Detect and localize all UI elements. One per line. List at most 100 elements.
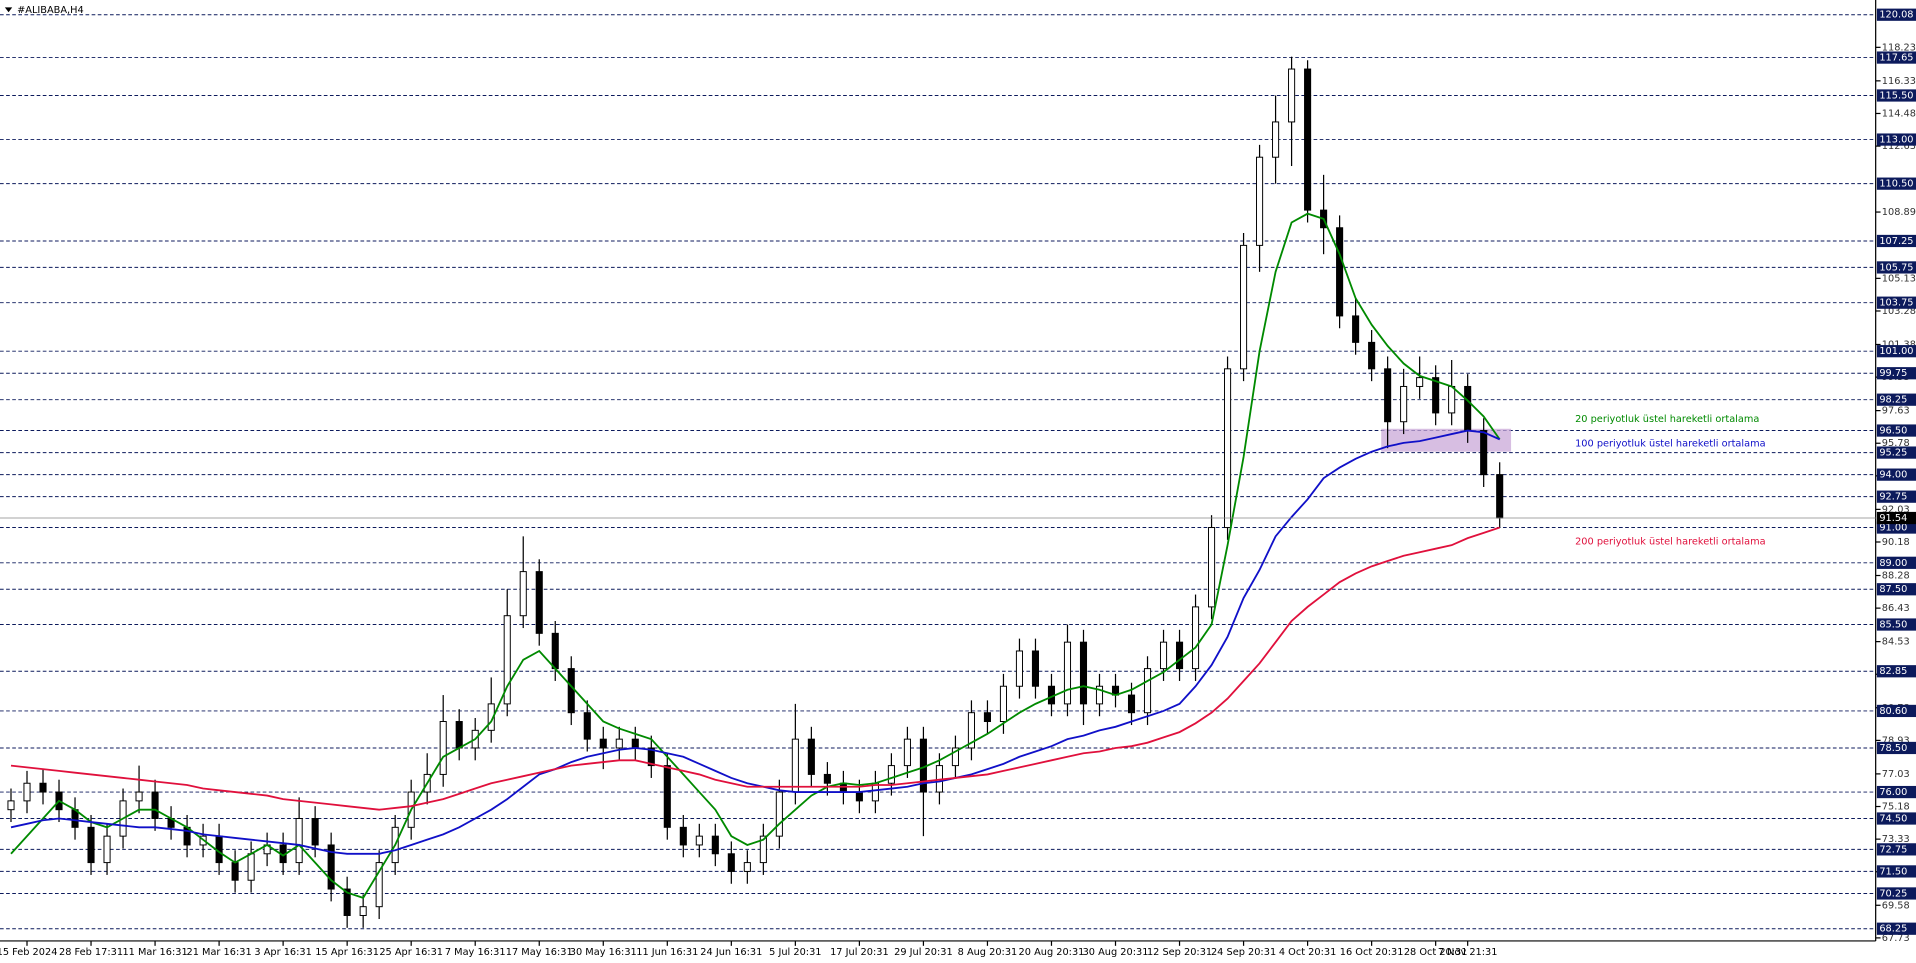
level-label-box xyxy=(1876,133,1916,146)
candle-body xyxy=(727,853,735,872)
level-label: 101.00 xyxy=(1879,346,1913,357)
y-tick-label: 69.58 xyxy=(1882,900,1910,911)
level-label-box xyxy=(1876,177,1916,190)
x-tick-label: 24 Jun 16:31 xyxy=(700,947,762,958)
level-label-box xyxy=(1876,665,1916,678)
candle-body xyxy=(439,721,447,775)
candle-body xyxy=(1256,156,1264,246)
candle-body xyxy=(583,712,591,740)
level-label-box xyxy=(1876,446,1916,459)
candle-body xyxy=(1448,385,1456,414)
level-label: 110.50 xyxy=(1879,179,1913,190)
current-price-box xyxy=(1876,511,1916,525)
candle-body xyxy=(1175,641,1184,670)
level-label: 91.00 xyxy=(1879,523,1907,534)
candle-body xyxy=(775,791,783,837)
x-tick-label: 30 Aug 20:31 xyxy=(1083,947,1149,958)
candle-body xyxy=(1480,430,1488,476)
x-tick-label: 17 Jul 20:31 xyxy=(830,947,889,958)
y-tick-label: 67.73 xyxy=(1882,933,1910,944)
candle-body xyxy=(1240,244,1248,370)
ema-annotation: 100 periyotluk üstel hareketli ortalama xyxy=(1575,439,1766,450)
candle-body xyxy=(631,738,639,749)
level-label: 107.25 xyxy=(1879,236,1913,247)
level-label: 82.85 xyxy=(1879,666,1907,677)
level-label: 115.50 xyxy=(1879,90,1913,101)
candle-body xyxy=(551,632,559,670)
y-tick-label: 114.48 xyxy=(1882,108,1916,119)
level-label: 99.75 xyxy=(1879,368,1907,379)
candle-body xyxy=(1352,315,1360,343)
level-label-box xyxy=(1876,812,1916,825)
level-label: 71.50 xyxy=(1879,866,1907,877)
candle-body xyxy=(647,747,655,767)
level-label-box xyxy=(1876,8,1916,21)
level-label-box xyxy=(1876,785,1916,799)
x-tick-label: 11 Mar 16:31 xyxy=(122,947,187,958)
candle-body xyxy=(1143,668,1152,714)
candle-body xyxy=(711,835,719,855)
x-tick-label: 11 Jun 16:31 xyxy=(636,947,698,958)
level-label: 87.50 xyxy=(1879,584,1907,595)
x-tick-label: 4 Oct 20:31 xyxy=(1279,947,1336,958)
x-tick-label: 29 Jul 20:31 xyxy=(894,947,953,958)
level-label-box xyxy=(1876,583,1916,596)
level-label-box xyxy=(1876,51,1916,64)
x-tick-label: 16 Oct 20:31 xyxy=(1340,947,1404,958)
candle-body xyxy=(87,826,95,864)
y-tick-label: 112.63 xyxy=(1882,141,1916,152)
level-label: 105.75 xyxy=(1879,262,1913,273)
candle-body xyxy=(503,615,511,705)
candle-body xyxy=(1079,641,1088,705)
level-label-box xyxy=(1876,741,1916,755)
level-label-box xyxy=(1876,922,1916,935)
candle-body xyxy=(1224,368,1232,529)
candle-body xyxy=(823,773,831,784)
candle-body xyxy=(599,738,607,749)
candle-body xyxy=(887,765,895,784)
x-tick-label: 20 Aug 20:31 xyxy=(1019,947,1085,958)
candle-body xyxy=(535,571,543,634)
x-tick-label: 7 May 16:31 xyxy=(445,947,506,958)
y-tick-label: 77.03 xyxy=(1882,769,1910,780)
x-tick-label: 15 Feb 2024 xyxy=(0,947,57,958)
y-tick-label: 86.43 xyxy=(1882,603,1910,614)
candle-body xyxy=(743,862,751,872)
candle-body xyxy=(327,844,335,890)
level-label-box xyxy=(1876,618,1916,631)
level-label-box xyxy=(1876,393,1916,406)
y-tick-label: 97.63 xyxy=(1882,406,1910,417)
candle-body xyxy=(375,862,383,908)
level-label: 103.75 xyxy=(1879,298,1913,309)
candle-body xyxy=(151,791,159,819)
y-tick-label: 101.38 xyxy=(1882,339,1916,350)
y-tick-label: 78.93 xyxy=(1882,735,1910,746)
x-tick-label: 15 Apr 16:31 xyxy=(315,947,379,958)
candle-body xyxy=(343,888,351,916)
level-label-box xyxy=(1876,424,1916,437)
candle-body xyxy=(1159,641,1168,670)
level-label: 95.25 xyxy=(1879,448,1907,459)
level-label-box xyxy=(1876,887,1916,900)
candle-body xyxy=(1127,694,1136,714)
candle-body xyxy=(519,571,527,617)
candle-body xyxy=(903,738,911,767)
y-tick-label: 84.53 xyxy=(1882,637,1910,648)
candle-body xyxy=(951,747,959,767)
level-label-box xyxy=(1876,234,1916,248)
x-tick-label: 8 Aug 20:31 xyxy=(958,947,1018,958)
candle-body xyxy=(1208,527,1216,608)
ema-annotation: 20 periyotluk üstel hareketli ortalama xyxy=(1575,414,1759,425)
y-tick-label: 75.18 xyxy=(1882,802,1910,813)
candle-body xyxy=(295,818,303,864)
x-tick-label: 24 Sep 20:31 xyxy=(1211,947,1276,958)
candle-body xyxy=(615,738,623,749)
level-label: 78.50 xyxy=(1879,743,1907,754)
current-price-label: 91.54 xyxy=(1879,513,1907,524)
candle-body xyxy=(455,721,463,749)
level-label-box xyxy=(1876,261,1916,274)
level-label-box xyxy=(1876,865,1916,878)
menu-icon xyxy=(4,7,13,13)
y-tick-label: 88.28 xyxy=(1882,571,1910,582)
